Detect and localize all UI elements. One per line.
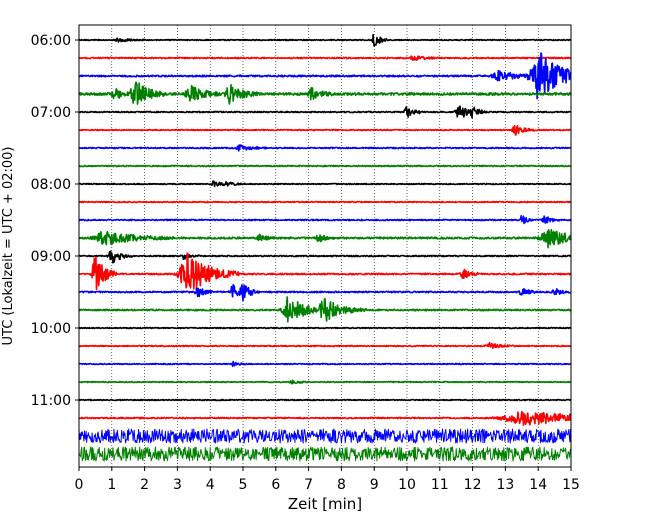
x-tick-label: 4 bbox=[206, 477, 215, 493]
trace-0900 bbox=[78, 250, 572, 264]
trace-0715 bbox=[78, 124, 572, 136]
trace-0745 bbox=[78, 164, 572, 168]
plot-frame bbox=[78, 24, 572, 468]
trace-0730 bbox=[78, 144, 572, 152]
trace-1145 bbox=[78, 446, 572, 462]
trace-1130 bbox=[78, 428, 572, 444]
x-tick-label: 12 bbox=[464, 477, 482, 493]
trace-1115 bbox=[78, 410, 572, 426]
y-tick-label: 11:00 bbox=[31, 393, 71, 409]
y-tick-label: 06:00 bbox=[31, 33, 71, 49]
y-tick-label: 10:00 bbox=[31, 321, 71, 337]
trace-0915 bbox=[78, 252, 572, 291]
y-axis-ticks: 06:00 07:00 08:00 09:00 10:00 11:00 bbox=[31, 33, 79, 409]
y-tick-label: 07:00 bbox=[31, 105, 71, 121]
trace-0600 bbox=[78, 33, 572, 47]
trace-0945 bbox=[78, 296, 572, 323]
x-tick-label: 7 bbox=[304, 477, 313, 493]
trace-0930 bbox=[78, 283, 572, 302]
x-axis-ticks: 0 1 2 3 4 5 6 7 8 9 10 11 12 13 14 15 bbox=[75, 467, 580, 493]
x-tick-label: 10 bbox=[398, 477, 416, 493]
trace-1045 bbox=[78, 379, 572, 385]
trace-0615 bbox=[78, 55, 572, 61]
x-tick-label: 11 bbox=[431, 477, 449, 493]
trace-0700 bbox=[78, 105, 572, 119]
trace-1030 bbox=[78, 360, 572, 367]
x-tick-label: 0 bbox=[75, 477, 84, 493]
trace-0645 bbox=[78, 81, 572, 105]
x-tick-label: 1 bbox=[107, 477, 116, 493]
x-tick-label: 14 bbox=[529, 477, 547, 493]
trace-0830 bbox=[78, 214, 572, 225]
y-axis-label: UTC (Lokalzeit = UTC + 02:00) bbox=[1, 147, 16, 346]
x-tick-label: 13 bbox=[496, 477, 514, 493]
trace-0815 bbox=[78, 200, 572, 204]
trace-0845 bbox=[78, 228, 572, 249]
x-tick-label: 5 bbox=[239, 477, 248, 493]
x-tick-label: 2 bbox=[140, 477, 149, 493]
y-tick-label: 09:00 bbox=[31, 249, 71, 265]
x-axis-label: Zeit [min] bbox=[288, 495, 362, 513]
trace-series bbox=[78, 33, 572, 462]
trace-0630 bbox=[78, 52, 572, 100]
x-tick-label: 3 bbox=[173, 477, 182, 493]
trace-1000 bbox=[78, 326, 572, 330]
trace-1015 bbox=[78, 341, 572, 350]
x-tick-label: 9 bbox=[370, 477, 379, 493]
trace-0800 bbox=[78, 180, 572, 188]
y-tick-label: 08:00 bbox=[31, 177, 71, 193]
x-tick-label: 8 bbox=[337, 477, 346, 493]
x-tick-label: 15 bbox=[562, 477, 580, 493]
trace-1100 bbox=[78, 398, 572, 402]
x-tick-label: 6 bbox=[271, 477, 280, 493]
